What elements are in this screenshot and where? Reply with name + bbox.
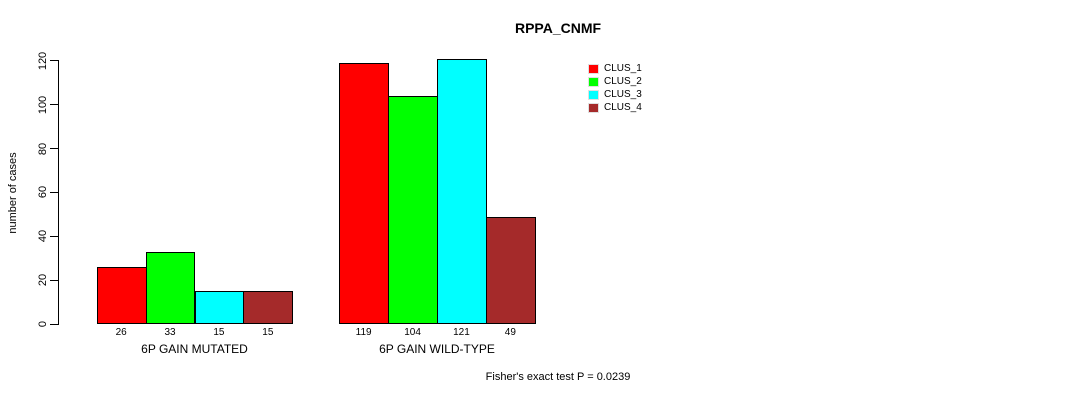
bar-clus_2-group2	[388, 95, 438, 324]
bar-clus_3-group1	[194, 291, 245, 324]
chart-title: RPPA_CNMF	[514, 20, 602, 36]
legend-item-clus_3: CLUS_3	[588, 88, 642, 101]
y-axis-tick	[50, 104, 58, 106]
bar-clus_1-group1	[96, 266, 147, 324]
y-axis-tick	[50, 148, 58, 150]
bar-clus_4-group2	[485, 216, 536, 324]
bar-value-label: 104	[404, 326, 421, 338]
y-axis-tick-label: 40	[37, 230, 49, 243]
legend-item-clus_4: CLUS_4	[588, 101, 642, 114]
y-axis-tick	[50, 60, 58, 62]
y-axis-tick-label: 80	[37, 142, 49, 155]
legend-item-clus_1: CLUS_1	[588, 62, 642, 75]
legend-swatch-icon	[588, 63, 599, 74]
legend-label: CLUS_3	[604, 89, 642, 100]
legend-swatch-icon	[588, 102, 599, 113]
bar-clus_4-group1	[243, 291, 294, 324]
y-axis-line	[58, 60, 59, 325]
legend-label: CLUS_1	[604, 63, 642, 74]
bar-clus_2-group1	[145, 251, 196, 324]
y-axis-tick	[50, 279, 58, 281]
bar-value-label: 15	[213, 326, 225, 338]
bar-value-label: 119	[355, 326, 372, 338]
y-axis-tick	[50, 191, 58, 193]
bar-value-label: 33	[164, 326, 176, 338]
legend: CLUS_1 CLUS_2 CLUS_3 CLUS_4	[588, 62, 642, 114]
legend-label: CLUS_4	[604, 102, 642, 113]
annotation-fishers-test: Fisher's exact test P = 0.0239	[485, 371, 631, 383]
bar-value-label: 49	[504, 326, 516, 338]
legend-item-clus_2: CLUS_2	[588, 75, 642, 88]
legend-label: CLUS_2	[604, 76, 642, 87]
legend-swatch-icon	[588, 89, 599, 100]
bar-value-label: 121	[453, 326, 470, 338]
bar-clus_3-group2	[437, 58, 487, 324]
y-axis-title: number of cases	[7, 152, 19, 234]
legend-swatch-icon	[588, 76, 599, 87]
y-axis-tick-label: 0	[37, 320, 49, 328]
x-axis-group-label: 6P GAIN WILD-TYPE	[379, 342, 495, 356]
bar-value-label: 26	[115, 326, 127, 338]
y-axis-tick-label: 100	[37, 95, 49, 114]
y-axis-tick-label: 20	[37, 274, 49, 287]
y-axis-tick	[50, 235, 58, 237]
y-axis-tick	[50, 323, 58, 325]
y-axis-tick-label: 120	[37, 51, 49, 71]
bar-clus_1-group2	[339, 63, 390, 324]
y-axis-tick-label: 60	[37, 186, 49, 199]
bar-value-label: 15	[262, 326, 274, 338]
x-axis-group-label: 6P GAIN MUTATED	[141, 342, 248, 356]
